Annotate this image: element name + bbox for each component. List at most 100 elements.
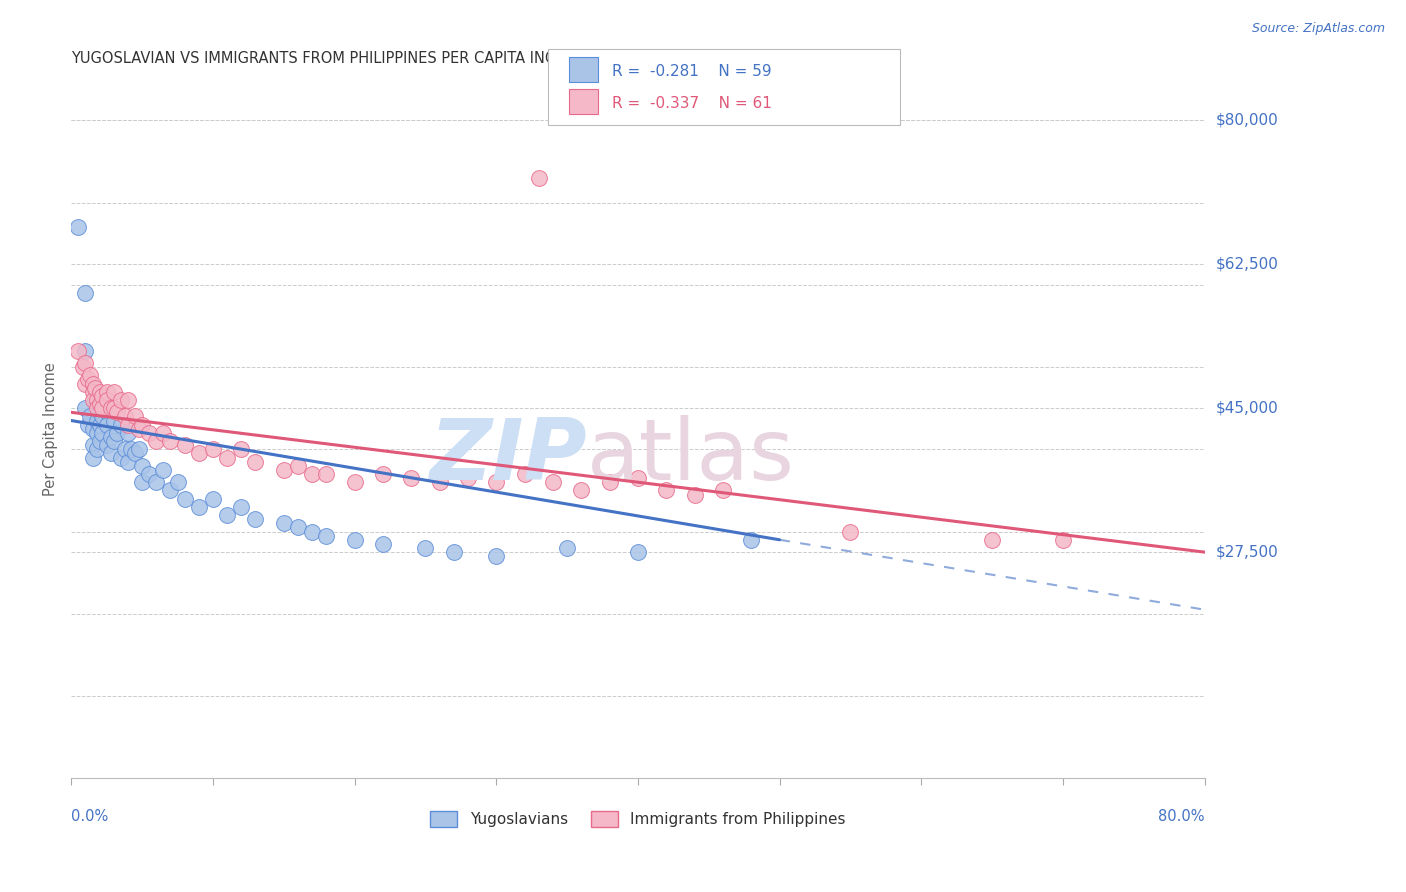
Point [91, 401, 114, 416]
Point [110, 417, 132, 432]
Point [173, 491, 195, 506]
Point [105, 425, 128, 440]
Point [86, 392, 108, 407]
Text: $80,000: $80,000 [1216, 113, 1278, 128]
Point [371, 467, 394, 481]
Point [128, 442, 150, 457]
Point [315, 529, 337, 543]
Text: $62,500: $62,500 [1216, 257, 1278, 272]
Point [231, 500, 253, 514]
Point [245, 455, 267, 469]
Point [117, 392, 139, 407]
Point [117, 425, 139, 440]
Point [89, 405, 111, 419]
Point [231, 442, 253, 457]
Point [152, 425, 174, 440]
Point [75, 286, 97, 301]
Point [110, 392, 132, 407]
Point [96, 438, 118, 452]
Point [541, 475, 564, 490]
Text: Source: ZipAtlas.com: Source: ZipAtlas.com [1251, 22, 1385, 36]
Point [124, 446, 146, 460]
Text: atlas: atlas [586, 416, 794, 499]
Point [75, 356, 97, 370]
Point [96, 384, 118, 399]
Point [79, 409, 101, 424]
Text: R =  -0.337    N = 61: R = -0.337 N = 61 [612, 96, 772, 112]
Point [100, 446, 122, 460]
Point [145, 434, 167, 449]
Point [740, 533, 762, 547]
Point [75, 343, 97, 358]
Point [103, 384, 125, 399]
Point [117, 455, 139, 469]
Point [627, 545, 650, 559]
Point [343, 533, 366, 547]
Point [100, 430, 122, 444]
Point [287, 458, 309, 473]
Point [138, 467, 160, 481]
Text: ZIP: ZIP [429, 416, 586, 499]
Point [91, 409, 114, 424]
Point [117, 417, 139, 432]
Point [273, 516, 295, 531]
Point [131, 417, 153, 432]
Point [485, 549, 508, 564]
Point [128, 422, 150, 436]
Point [315, 467, 337, 481]
Point [110, 450, 132, 465]
Point [187, 500, 209, 514]
Point [79, 368, 101, 383]
Point [96, 405, 118, 419]
Point [443, 545, 465, 559]
Point [217, 450, 239, 465]
Point [555, 541, 578, 555]
Point [415, 541, 437, 555]
Point [86, 442, 108, 457]
Point [124, 409, 146, 424]
Point [273, 463, 295, 477]
Point [287, 520, 309, 534]
Point [513, 467, 536, 481]
Point [75, 376, 97, 391]
Point [72, 360, 94, 375]
Point [245, 512, 267, 526]
Point [131, 475, 153, 490]
Point [89, 397, 111, 411]
Point [67, 343, 90, 358]
Point [1052, 533, 1074, 547]
Point [103, 401, 125, 416]
Point [96, 392, 118, 407]
Point [84, 392, 107, 407]
Point [91, 389, 114, 403]
Point [159, 483, 181, 498]
Point [86, 413, 108, 427]
Point [429, 475, 451, 490]
Point [301, 467, 323, 481]
Point [103, 434, 125, 449]
Point [301, 524, 323, 539]
Point [84, 381, 107, 395]
Point [67, 220, 90, 235]
Point [82, 376, 104, 391]
Point [82, 450, 104, 465]
Point [569, 483, 592, 498]
Point [187, 446, 209, 460]
Y-axis label: Per Capita Income: Per Capita Income [44, 362, 58, 496]
Point [627, 471, 650, 485]
Point [86, 425, 108, 440]
Point [82, 422, 104, 436]
Point [89, 434, 111, 449]
Point [75, 401, 97, 416]
Point [981, 533, 1004, 547]
Point [711, 483, 734, 498]
Point [120, 442, 142, 457]
Point [201, 491, 224, 506]
Point [86, 401, 108, 416]
Point [152, 463, 174, 477]
Point [82, 384, 104, 399]
Point [91, 425, 114, 440]
Text: R =  -0.281    N = 59: R = -0.281 N = 59 [612, 64, 772, 79]
Point [82, 392, 104, 407]
Point [683, 487, 706, 501]
